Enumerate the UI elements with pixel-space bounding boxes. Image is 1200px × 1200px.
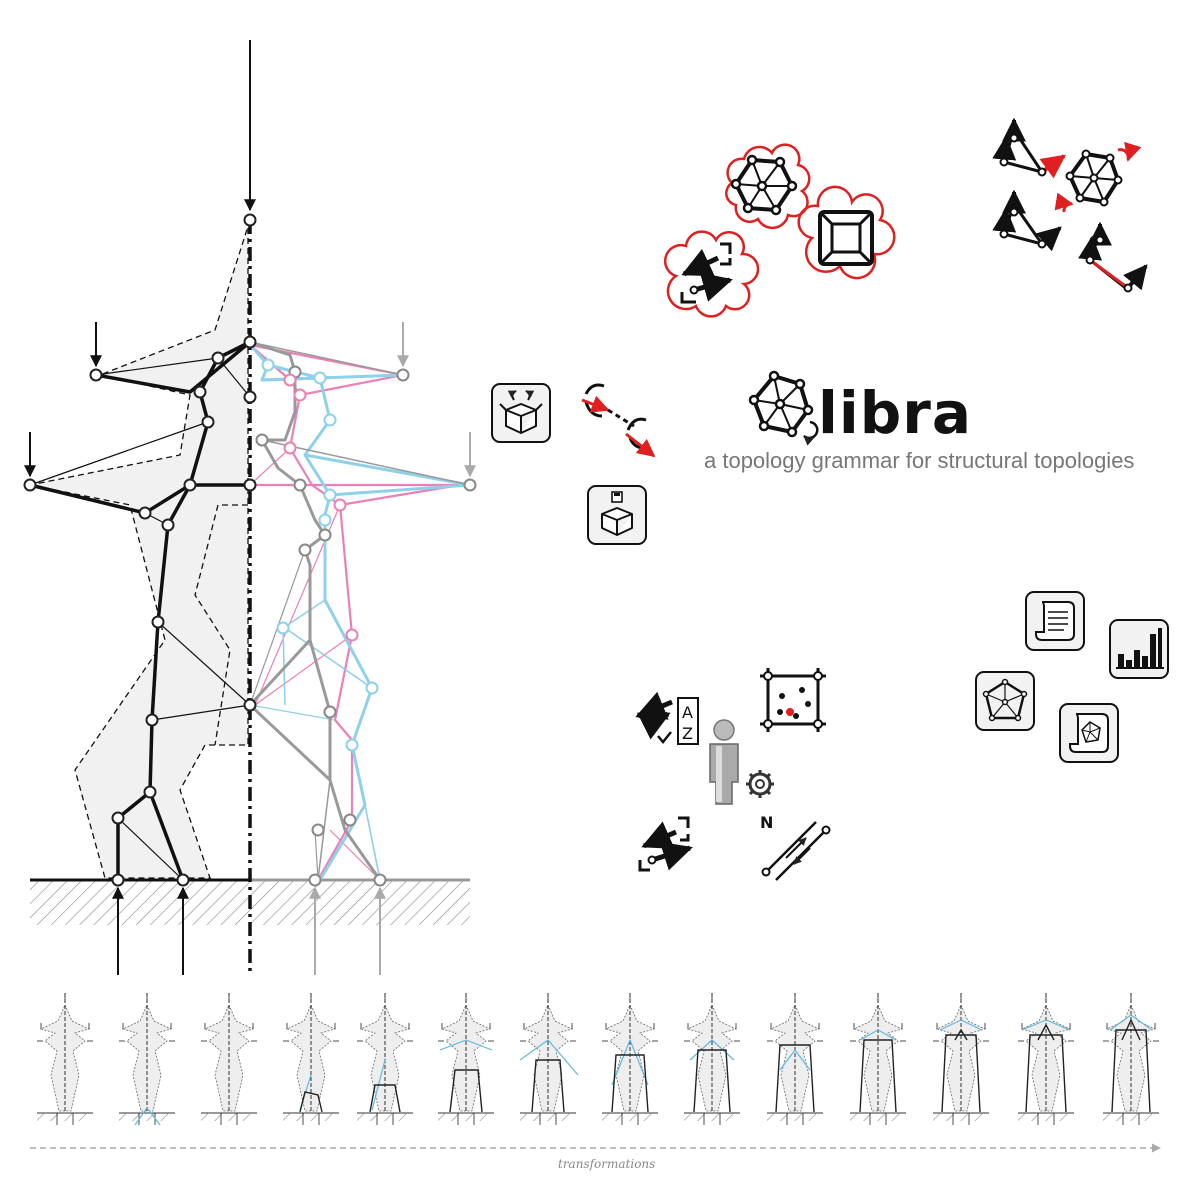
cube-frame-icon[interactable]: [797, 185, 896, 280]
user-settings-icon[interactable]: [709, 719, 774, 805]
svg-text:N: N: [760, 813, 773, 832]
transformation-sequence: transformations: [30, 992, 1161, 1171]
transfer-frames-icon[interactable]: [663, 230, 760, 318]
structure-blue: [248, 343, 472, 881]
svg-text:A: A: [682, 703, 693, 722]
transformation-frame: [766, 992, 824, 1126]
network-icon[interactable]: [725, 143, 811, 230]
vector-triangle-icon[interactable]: [992, 117, 1066, 179]
save-box-icon[interactable]: [587, 485, 647, 545]
transformation-frame: [519, 992, 577, 1126]
structure-pink: [249, 343, 462, 881]
brand-subtitle: a topology grammar for structural topolo…: [704, 448, 1134, 473]
network-star-icon[interactable]: [975, 671, 1035, 731]
cluster-left: [491, 383, 656, 545]
transformation-frame: [683, 992, 741, 1126]
brand-title: libra: [818, 379, 972, 447]
transformation-frame: [200, 992, 258, 1126]
brand-block: libra a topology grammar for structural …: [704, 370, 1134, 473]
structure-nodes: [23, 213, 477, 887]
scroll-network-icon[interactable]: [1059, 703, 1119, 763]
network-logo-icon: [748, 370, 819, 446]
transformation-frame: [849, 992, 907, 1126]
transformation-frame: [36, 992, 94, 1126]
cluster-right: [992, 117, 1148, 293]
transformation-frame: [601, 992, 659, 1126]
transfer-frames-icon-small[interactable]: [638, 816, 693, 872]
cluster-far-right: [975, 591, 1169, 763]
transformations-label: transformations: [558, 1157, 655, 1171]
point-grid-icon[interactable]: [760, 668, 826, 732]
transformation-frame: [282, 992, 340, 1126]
tower-diagram: [23, 40, 477, 975]
transformation-frame: [932, 992, 990, 1126]
sort-az-icon[interactable]: A Z: [635, 691, 699, 745]
bar-chart-icon[interactable]: [1109, 619, 1169, 679]
tower-silhouette: [29, 219, 251, 879]
vector-triangle-red-icon[interactable]: [1078, 221, 1148, 293]
svg-text:Z: Z: [682, 724, 693, 743]
script-scroll-icon[interactable]: [1025, 591, 1085, 651]
transformation-frame: [118, 992, 176, 1126]
parallel-lines-icon[interactable]: N: [760, 813, 831, 881]
transformation-frame: [1102, 992, 1160, 1126]
structure-grey: [248, 340, 471, 881]
vector-triangle-pair-icon[interactable]: [992, 189, 1074, 252]
cluster-bottom: A Z N: [635, 668, 831, 881]
open-box-icon[interactable]: [491, 383, 551, 443]
transformation-frame: [356, 992, 414, 1126]
branch-transform-icon[interactable]: [581, 383, 656, 458]
cluster-top: [663, 143, 896, 318]
rotate-network-icon[interactable]: [1065, 141, 1142, 207]
transformation-frame: [437, 992, 495, 1126]
